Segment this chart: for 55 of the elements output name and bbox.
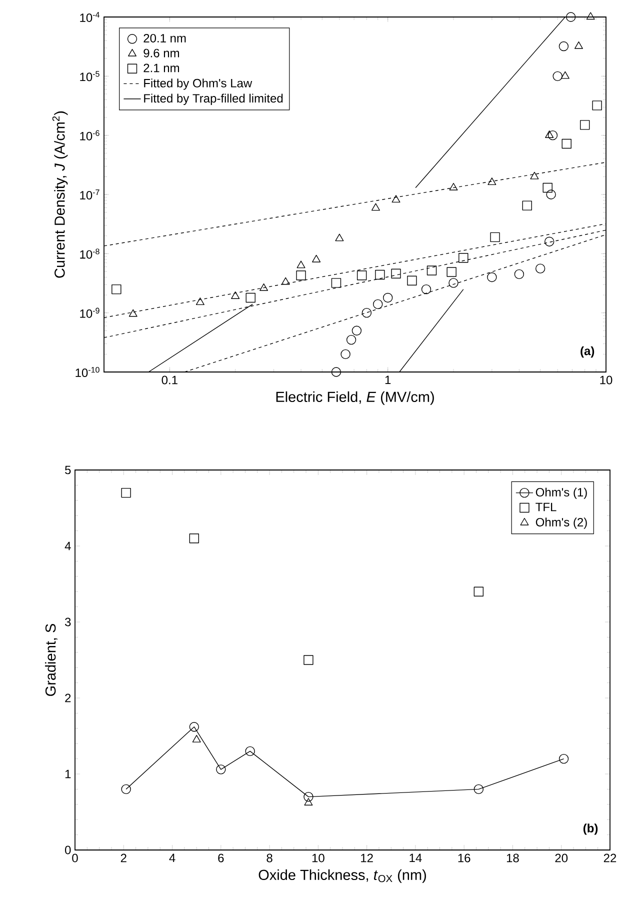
y-axis-title: Current Density, J (A/cm$^{2}$) (52, 111, 68, 278)
x-tick-label: 16 (458, 854, 470, 862)
point (474, 784, 484, 794)
legend-label: Ohm's (1) (536, 488, 587, 499)
x-tick-label: 10 (312, 854, 324, 862)
legend-label: 20.1 nm (144, 34, 186, 42)
annotation: (b) (583, 824, 598, 835)
point (558, 754, 569, 764)
point (192, 734, 201, 742)
legend-label: 9.6 nm (144, 48, 180, 58)
point (216, 764, 226, 774)
x-axis-title: Oxide Thickness, t$_{OX}$ (nm) (258, 869, 426, 883)
y-tick-label: 10$^{-10}$ (76, 366, 100, 378)
point (304, 798, 313, 806)
y-tick-label: 10$^{-4}$ (80, 12, 100, 22)
point (474, 586, 484, 596)
legend-label: Fitted by Ohm's Law (144, 78, 252, 90)
y-tick-label: 1 (65, 770, 71, 778)
x-tick-label: 20 (555, 854, 568, 862)
point (189, 534, 200, 544)
legend-label: 2.1 nm (144, 64, 180, 72)
x-tick-label: 2 (120, 854, 126, 862)
point (304, 792, 314, 802)
legend-label: TFL (536, 502, 556, 512)
point (304, 655, 314, 665)
x-axis-title: Electric Field, E (MV/cm) (276, 391, 434, 405)
x-tick-label: 18 (506, 854, 519, 862)
x-tick-label: 12 (361, 854, 373, 862)
point (189, 722, 200, 732)
y-tick-label: 2 (65, 694, 71, 702)
x-tick-label: 8 (266, 854, 272, 862)
point (121, 784, 131, 794)
y-tick-label: 10$^{-5}$ (80, 71, 100, 82)
x-tick-label: 6 (218, 854, 224, 862)
y-tick-label: 10$^{-6}$ (80, 130, 100, 140)
x-tick-label: 14 (410, 854, 422, 862)
x-tick-label: 10 (600, 376, 612, 384)
y-tick-label: 10$^{-7}$ (80, 190, 100, 200)
point (121, 488, 131, 498)
legend-label: Ohm's (2) (536, 518, 587, 529)
x-tick-label: 0.1 (162, 376, 178, 384)
y-tick-label: 10$^{-9}$ (80, 308, 100, 318)
y-tick-label: 10$^{-8}$ (80, 248, 100, 259)
y-tick-label: 3 (64, 618, 71, 626)
x-tick-label: 22 (604, 854, 616, 862)
annotation: (a) (580, 346, 594, 358)
x-tick-label: 0 (72, 854, 78, 862)
x-tick-label: 1 (385, 376, 391, 384)
y-tick-label: 0 (65, 846, 71, 854)
x-tick-label: 4 (169, 854, 176, 862)
y-axis-title: Gradient, S (45, 624, 58, 696)
point (245, 746, 255, 756)
y-tick-label: 5 (65, 466, 71, 474)
legend-label: Fitted by Trap-filled limited (144, 94, 283, 105)
y-tick-label: 4 (64, 542, 71, 550)
